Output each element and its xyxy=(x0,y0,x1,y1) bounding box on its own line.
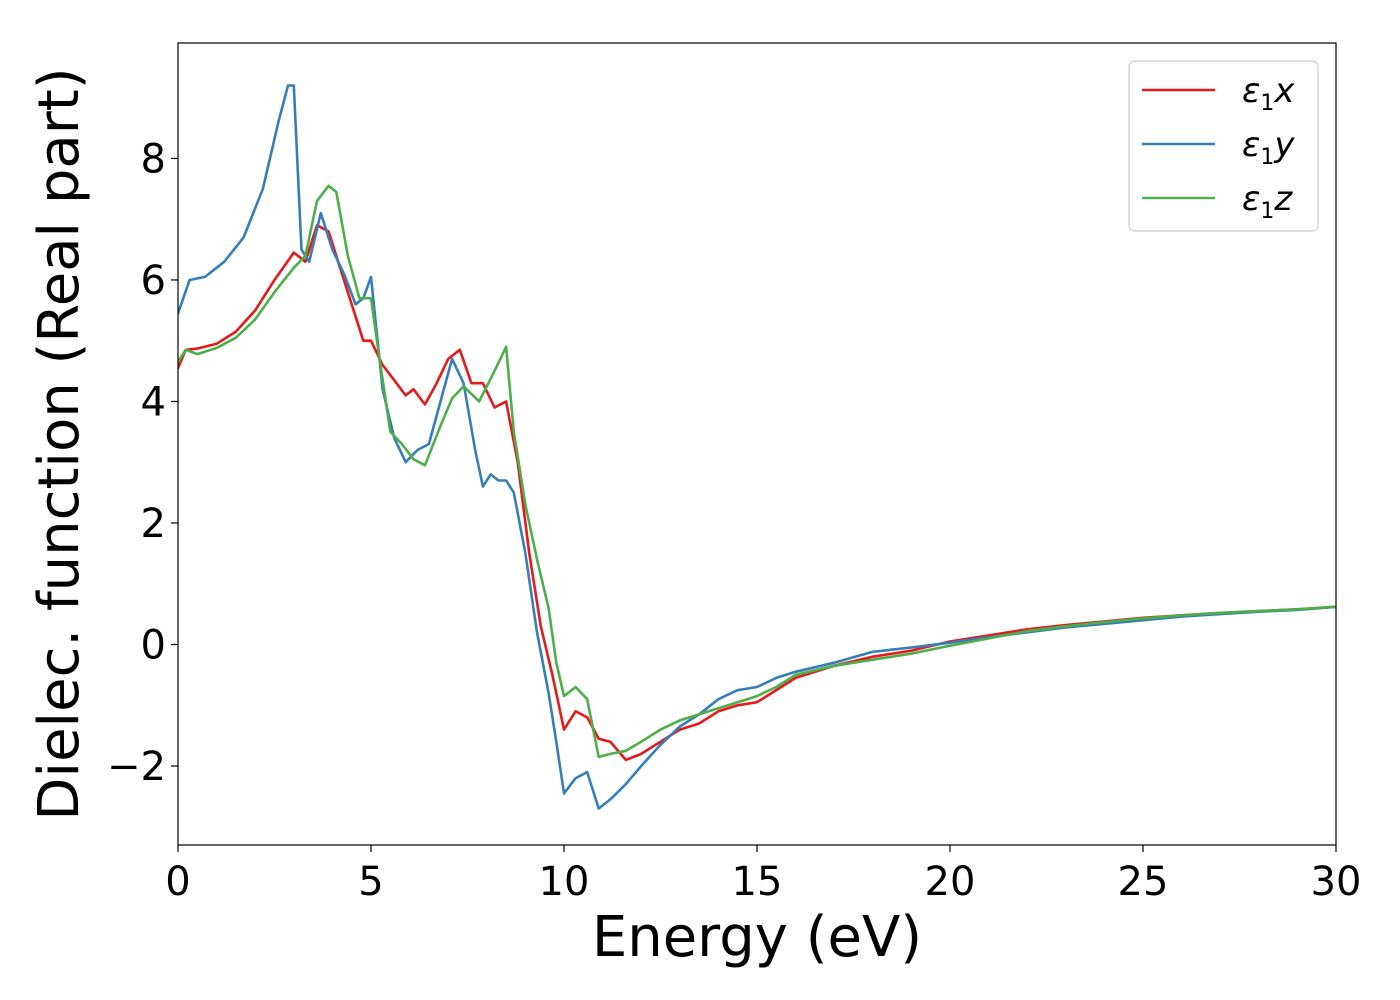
legend-box xyxy=(1128,60,1319,232)
x-axis-title: Energy (eV) xyxy=(592,905,922,970)
legend-label-base: ε xyxy=(1242,71,1260,111)
legend-label-sub: 1 xyxy=(1260,199,1274,224)
x-tick-label: 15 xyxy=(732,859,783,905)
legend-label-sub: 1 xyxy=(1260,91,1274,116)
y-tick-label: 0 xyxy=(141,623,166,669)
x-tick-label: 25 xyxy=(1118,859,1169,905)
legend-label-var: z xyxy=(1273,179,1293,219)
legend-label-base: ε xyxy=(1242,125,1260,165)
series-line-y xyxy=(178,84,1336,810)
legend-label-sub: 1 xyxy=(1260,145,1274,170)
x-tick-label: 30 xyxy=(1311,859,1362,905)
y-tick-label: 4 xyxy=(141,379,166,425)
x-tick-label: 20 xyxy=(925,859,976,905)
x-tick-label: 5 xyxy=(358,859,383,905)
y-axis: −2 0 2 4 6 8 xyxy=(107,136,178,790)
x-tick-label: 10 xyxy=(539,859,590,905)
y-tick-label: −2 xyxy=(107,744,166,790)
legend-label-var: y xyxy=(1273,125,1295,165)
legend-label-x: ε1x xyxy=(1242,71,1295,116)
legend-label-var: x xyxy=(1273,71,1295,111)
y-tick-label: 2 xyxy=(141,501,166,547)
y-tick-label: 8 xyxy=(141,136,166,182)
y-axis-title: Dielec. function (Real part) xyxy=(27,67,92,820)
x-axis: 0 5 10 15 20 25 30 xyxy=(165,845,1361,905)
legend-label-z: ε1z xyxy=(1242,179,1293,224)
x-tick-label: 0 xyxy=(165,859,190,905)
y-tick-label: 6 xyxy=(141,258,166,304)
legend-label-y: ε1y xyxy=(1242,125,1295,170)
legend-label-base: ε xyxy=(1242,179,1260,219)
series-group xyxy=(178,84,1336,810)
series-line-z xyxy=(178,184,1336,759)
